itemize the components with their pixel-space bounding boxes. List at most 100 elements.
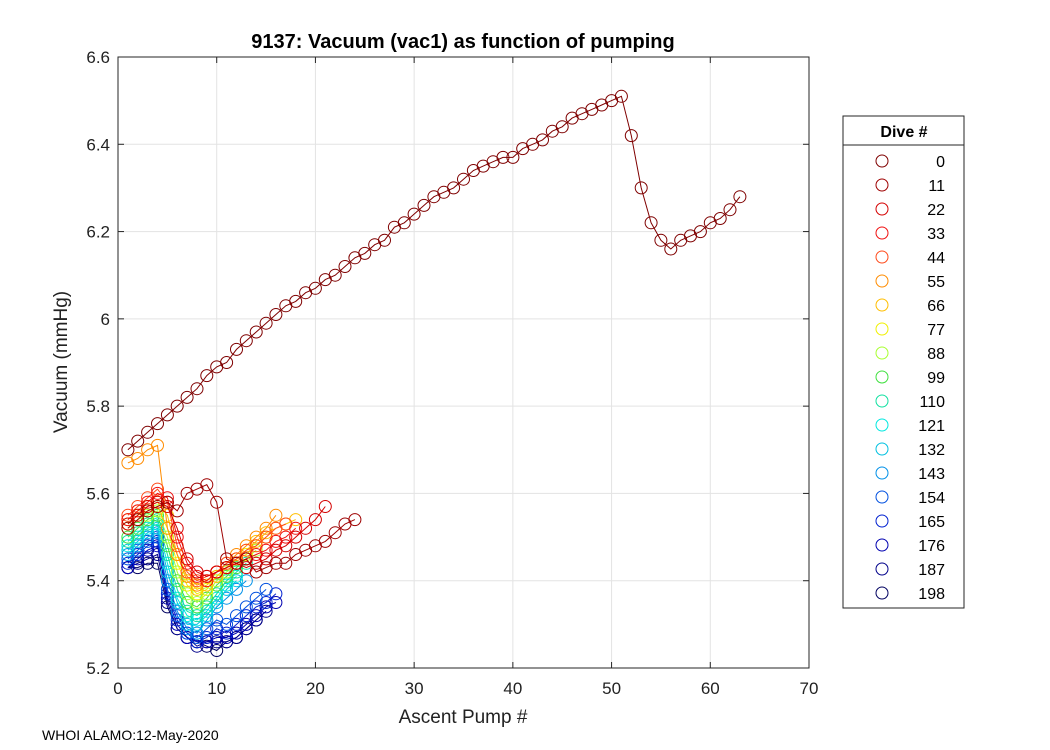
legend-marker [875,586,889,600]
legend-item: 132 [875,442,945,459]
data-point [279,539,293,553]
legend-item: 99 [875,370,945,387]
legend-label: 22 [927,202,945,219]
series-line [127,553,267,647]
data-point [723,203,737,217]
legend-item: 143 [875,466,945,483]
series-line [127,95,741,451]
legend-item: 11 [875,178,945,195]
legend-item: 165 [875,514,945,531]
legend-label: 44 [927,250,945,267]
series-dive-0 [121,89,747,457]
y-tick-label: 6.6 [86,48,110,67]
data-point [328,268,342,282]
data-point [447,181,461,195]
data-point [160,539,174,553]
series-line [127,484,356,573]
legend-item: 154 [875,490,945,507]
data-point [190,617,204,631]
legend-label: 0 [936,154,945,171]
plot-area: 0 10 20 30 40 50 60 70 5.2 5.4 5.6 5.8 6 6.2 6.4 6.6 [86,48,818,698]
x-tick-label: 0 [113,679,122,698]
data-point [230,626,243,640]
legend-items: 0 11 22 33 44 55 66 77 88 99 110 121 132 143 154 165 176… [875,154,945,603]
legend-marker [875,466,889,480]
legend-marker [875,562,889,576]
series-line [127,536,267,639]
data-point [180,552,194,566]
data-point [654,233,668,247]
data-point [407,207,421,221]
data-point [121,443,135,457]
legend-label: 33 [927,226,945,243]
data-point [289,530,303,544]
data-point [457,172,470,186]
data-point [210,644,224,657]
x-tick-label: 70 [800,679,819,698]
data-point [121,534,135,548]
footer-stamp: WHOI ALAMO:12-May-2020 [42,727,219,743]
legend-title: Dive # [880,124,927,141]
legend-item: 121 [875,418,945,435]
legend-item: 198 [875,586,945,603]
x-tick-label: 10 [207,679,226,698]
legend-marker [875,226,889,240]
data-point [190,626,204,640]
series-line [127,514,247,608]
data-point [170,504,184,518]
data-point [220,626,234,640]
data-point [190,609,204,623]
x-axis-label: Ascent Pump # [399,707,528,728]
data-point [249,325,263,339]
data-point [141,425,155,439]
data-point [121,561,135,575]
legend-item: 0 [875,154,945,171]
legend-label: 55 [927,274,945,291]
legend-marker [875,154,889,168]
x-tick-label: 50 [602,679,621,698]
data-point [299,521,313,535]
data-point [190,382,204,396]
legend-label: 154 [918,490,945,507]
legend-label: 66 [927,298,945,315]
data-point [220,617,234,631]
data-point [318,534,332,548]
y-tick-label: 5.4 [86,572,110,591]
data-point [634,181,648,195]
data-point [190,631,204,644]
y-ticks: 5.2 5.4 5.6 5.8 6 6.2 6.4 6.6 [86,48,809,678]
data-point [180,390,194,404]
x-tick-label: 20 [306,679,325,698]
data-point [160,408,174,422]
data-point [121,543,135,557]
legend-marker [875,538,889,552]
data-point [220,356,234,369]
legend-label: 187 [918,562,945,579]
data-point [170,530,184,544]
data-point [259,521,273,535]
data-point [269,508,283,522]
legend: Dive # 0 11 22 33 44 55 66 77 88 99 110 121 132 143 15… [842,115,965,609]
data-point [239,539,253,553]
data-point [259,582,273,596]
data-point [693,225,707,239]
data-point [239,609,253,623]
data-point [308,281,322,295]
data-point [318,500,332,513]
data-point [190,600,204,614]
series-line [127,545,277,643]
data-point [308,513,322,527]
data-point [230,342,243,356]
legend-item: 22 [875,202,945,219]
data-point [506,150,520,164]
x-tick-label: 60 [701,679,720,698]
data-point [378,233,391,247]
data-point [170,399,184,413]
data-point [151,438,164,452]
series-line [127,540,277,643]
data-point [160,556,174,570]
data-point [713,212,727,225]
legend-marker [875,298,889,312]
legend-label: 88 [927,346,945,363]
